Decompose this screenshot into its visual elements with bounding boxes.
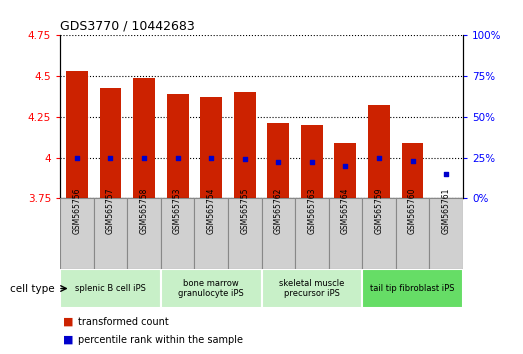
- Bar: [161, 198, 195, 269]
- Bar: [161, 269, 262, 308]
- Text: GSM565754: GSM565754: [207, 187, 215, 234]
- Bar: [396, 198, 429, 269]
- Bar: [295, 198, 328, 269]
- Point: [174, 155, 182, 160]
- Point: [274, 160, 282, 165]
- Point: [140, 155, 148, 160]
- Text: GSM565763: GSM565763: [308, 187, 316, 234]
- Text: cell type: cell type: [10, 284, 55, 293]
- Point: [442, 171, 450, 177]
- Text: GSM565764: GSM565764: [341, 187, 350, 234]
- Bar: [262, 198, 295, 269]
- Bar: [362, 269, 463, 308]
- Bar: [195, 198, 228, 269]
- Bar: [234, 92, 256, 198]
- Text: GSM565755: GSM565755: [240, 187, 249, 234]
- Bar: [228, 198, 262, 269]
- Text: transformed count: transformed count: [78, 317, 169, 327]
- Bar: [335, 143, 356, 198]
- Point: [73, 155, 81, 160]
- Point: [106, 155, 115, 160]
- Text: percentile rank within the sample: percentile rank within the sample: [78, 335, 243, 345]
- Text: GDS3770 / 10442683: GDS3770 / 10442683: [60, 20, 195, 33]
- Text: skeletal muscle
precursor iPS: skeletal muscle precursor iPS: [279, 279, 345, 298]
- Bar: [60, 269, 161, 308]
- Bar: [328, 198, 362, 269]
- Bar: [368, 105, 390, 198]
- Bar: [133, 78, 155, 198]
- Point: [241, 156, 249, 162]
- Text: GSM565759: GSM565759: [374, 187, 383, 234]
- Bar: [301, 125, 323, 198]
- Text: ■: ■: [63, 335, 73, 345]
- Bar: [267, 123, 289, 198]
- Point: [207, 155, 215, 160]
- Bar: [429, 198, 463, 269]
- Bar: [127, 198, 161, 269]
- Text: GSM565761: GSM565761: [441, 187, 451, 234]
- Bar: [402, 143, 424, 198]
- Text: GSM565757: GSM565757: [106, 187, 115, 234]
- Bar: [200, 97, 222, 198]
- Point: [308, 160, 316, 165]
- Text: ■: ■: [63, 317, 73, 327]
- Text: GSM565753: GSM565753: [173, 187, 182, 234]
- Text: GSM565762: GSM565762: [274, 187, 283, 234]
- Bar: [60, 198, 94, 269]
- Text: tail tip fibroblast iPS: tail tip fibroblast iPS: [370, 284, 455, 293]
- Text: GSM565756: GSM565756: [72, 187, 82, 234]
- Text: splenic B cell iPS: splenic B cell iPS: [75, 284, 146, 293]
- Text: bone marrow
granulocyte iPS: bone marrow granulocyte iPS: [178, 279, 244, 298]
- Text: GSM565760: GSM565760: [408, 187, 417, 234]
- Bar: [362, 198, 396, 269]
- Bar: [94, 198, 127, 269]
- Bar: [262, 269, 362, 308]
- Bar: [99, 87, 121, 198]
- Point: [341, 163, 349, 169]
- Bar: [66, 71, 88, 198]
- Text: GSM565758: GSM565758: [140, 187, 149, 234]
- Bar: [167, 94, 188, 198]
- Point: [375, 155, 383, 160]
- Point: [408, 158, 417, 164]
